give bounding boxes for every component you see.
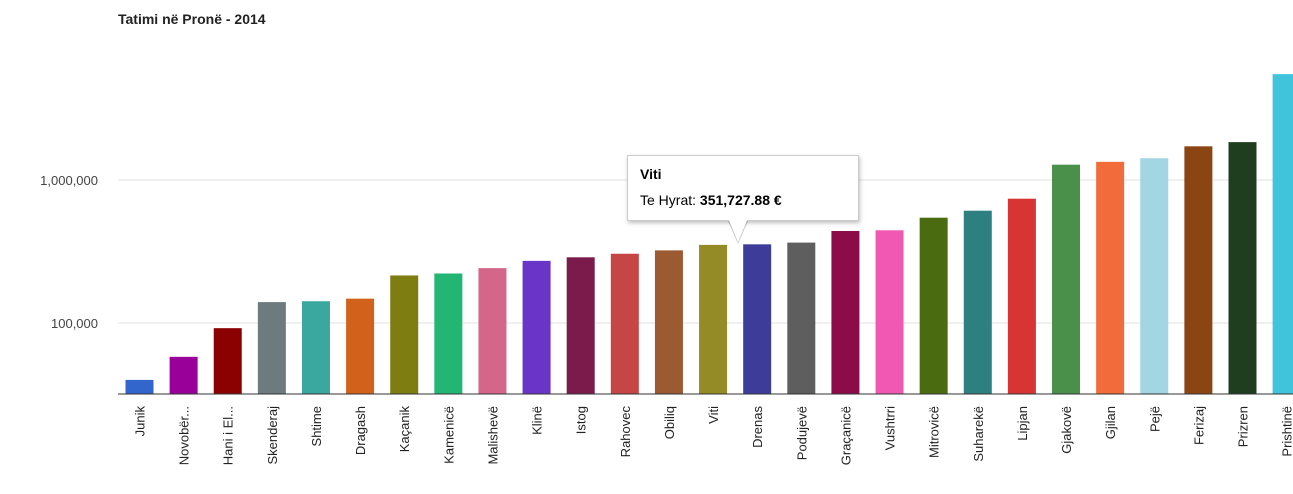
category-label: Hani i El... bbox=[221, 406, 236, 465]
category-label: Prizren bbox=[1236, 406, 1251, 447]
category-label: Prishtinë bbox=[1280, 406, 1293, 457]
bar[interactable] bbox=[1228, 142, 1257, 394]
bar[interactable] bbox=[1140, 158, 1169, 394]
bar[interactable] bbox=[390, 275, 419, 394]
category-label: Graçanicë bbox=[838, 406, 853, 465]
bars bbox=[125, 74, 1293, 394]
bar[interactable] bbox=[566, 257, 595, 394]
category-label: Istog bbox=[574, 406, 589, 434]
y-tick-labels: 100,000 1,000,000 bbox=[40, 173, 98, 331]
category-label: Mitrovicë bbox=[927, 406, 942, 458]
category-label: Dragash bbox=[353, 406, 368, 455]
bar[interactable] bbox=[478, 268, 507, 394]
category-label: Kamenicë bbox=[441, 406, 456, 464]
bar[interactable] bbox=[257, 302, 286, 394]
bar[interactable] bbox=[346, 298, 375, 394]
category-label: Lipjan bbox=[1015, 406, 1030, 441]
tooltip: Viti Te Hyrat: 351,727.88 € bbox=[627, 155, 859, 221]
category-label: Junik bbox=[133, 406, 148, 437]
tooltip-row: Te Hyrat: 351,727.88 € bbox=[640, 192, 782, 208]
category-label: Pejë bbox=[1147, 406, 1162, 432]
tooltip-label: Te Hyrat: bbox=[640, 192, 697, 208]
category-label: Gjilan bbox=[1103, 406, 1118, 439]
category-label: Gjakovë bbox=[1059, 406, 1074, 454]
bar[interactable] bbox=[831, 230, 860, 394]
y-tick-label: 1,000,000 bbox=[40, 173, 98, 188]
category-label: Malishevë bbox=[485, 406, 500, 465]
bar[interactable] bbox=[963, 210, 992, 394]
bar[interactable] bbox=[743, 244, 772, 394]
bar[interactable] bbox=[1184, 146, 1213, 394]
category-label: Kaçanik bbox=[397, 406, 412, 453]
chart-title: Tatimi në Pronë - 2014 bbox=[118, 11, 266, 27]
bar[interactable] bbox=[1272, 74, 1293, 394]
category-label: Viti bbox=[706, 406, 721, 424]
bar[interactable] bbox=[875, 230, 904, 394]
category-labels: Junik Novobër... Hani i El... Skenderaj Shti… bbox=[133, 406, 1293, 466]
category-label: Shtime bbox=[309, 406, 324, 446]
bar[interactable] bbox=[522, 260, 551, 394]
bar[interactable] bbox=[434, 273, 463, 394]
category-label: Drenas bbox=[750, 406, 765, 448]
bar[interactable] bbox=[1052, 164, 1081, 394]
category-label: Novobër... bbox=[177, 406, 192, 465]
category-label: Rahovec bbox=[618, 406, 633, 458]
bar[interactable] bbox=[699, 244, 728, 394]
bar[interactable] bbox=[1096, 161, 1125, 394]
category-label: Obiliq bbox=[662, 406, 677, 439]
bar[interactable] bbox=[919, 217, 948, 394]
bar[interactable] bbox=[1007, 198, 1036, 394]
bar[interactable] bbox=[169, 356, 198, 394]
category-label: Suharekë bbox=[971, 406, 986, 462]
bar[interactable] bbox=[610, 253, 639, 394]
y-tick-label: 100,000 bbox=[51, 316, 98, 331]
category-label: Vushtrri bbox=[883, 406, 898, 450]
bar[interactable] bbox=[301, 301, 330, 394]
category-label: Klinë bbox=[530, 406, 545, 435]
bar[interactable] bbox=[213, 328, 242, 394]
bar[interactable] bbox=[654, 250, 683, 394]
bar[interactable] bbox=[787, 242, 816, 394]
tooltip-value: 351,727.88 € bbox=[699, 192, 782, 208]
tooltip-title: Viti bbox=[640, 166, 662, 182]
category-label: Podujevë bbox=[794, 406, 809, 460]
category-label: Ferizaj bbox=[1191, 406, 1206, 445]
tooltip-tail bbox=[728, 218, 748, 242]
category-label: Skenderaj bbox=[265, 406, 280, 465]
bar[interactable] bbox=[125, 379, 154, 394]
